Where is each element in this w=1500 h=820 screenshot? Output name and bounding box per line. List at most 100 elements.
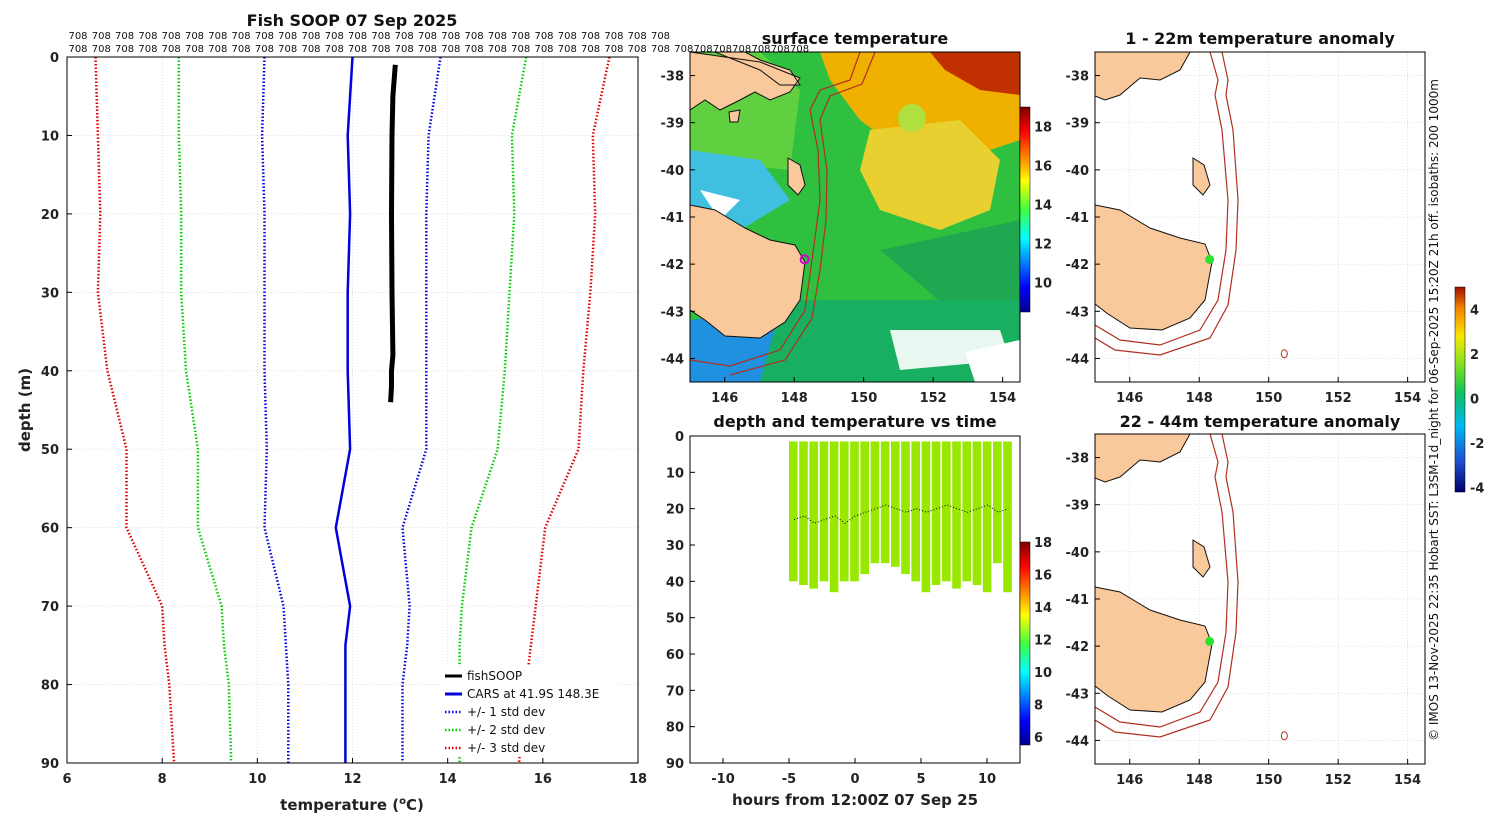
profile-header-label: 708 xyxy=(278,44,297,55)
anomaly-shallow-seamount-isobath xyxy=(1280,349,1288,359)
anomaly-shallow-land-tasmania xyxy=(1095,204,1213,331)
depth-time-cast xyxy=(942,441,951,582)
profile-header-label: 708 xyxy=(232,31,251,42)
profile-header-label: 708 xyxy=(581,31,600,42)
sst-y-tick-label: -42 xyxy=(661,258,685,273)
legend-label: fishSOOP xyxy=(467,669,522,683)
profile-header-label: 708 xyxy=(115,31,134,42)
depth-time-cast xyxy=(911,441,921,582)
sst-isobath-1000 xyxy=(729,52,876,376)
anomaly-shallow-y-tick-label: -40 xyxy=(1066,164,1090,179)
profile-x-tick-label: 18 xyxy=(629,772,647,787)
profile-header-label: 708 xyxy=(68,31,87,42)
depth-time-y-tick-label: 90 xyxy=(666,757,684,772)
profile-series-line-std xyxy=(260,56,290,763)
anomaly-shallow-map-body xyxy=(1095,52,1288,359)
profile-header-label: 708 xyxy=(325,31,344,42)
profile-y-tick-label: 20 xyxy=(41,208,59,223)
anomaly-map-deep: 22 - 44m temperature anomaly 146 148 150 15… xyxy=(1066,412,1426,788)
sst-x-tick-label: 150 xyxy=(850,391,877,406)
profile-series-line-std3 xyxy=(401,56,442,763)
anomaly-deep-y-tick-label: -43 xyxy=(1066,687,1090,702)
sst-station-marker xyxy=(799,254,810,265)
anomaly-deep-x-tick-label: 148 xyxy=(1186,773,1213,788)
sst-land-tasmania xyxy=(690,204,806,339)
depth-time-y-tick-label: 50 xyxy=(666,612,684,627)
depth-time-cast xyxy=(819,441,829,582)
profile-chart-title: Fish SOOP 07 Sep 2025 xyxy=(247,11,458,30)
profile-header-label: 708 xyxy=(628,44,647,55)
profile-series-line-fishsoop xyxy=(388,64,398,403)
profile-header-label: 708 xyxy=(604,44,623,55)
depth-time-colorbar-tick-label: 16 xyxy=(1034,568,1052,583)
profile-y-tick-label: 30 xyxy=(41,286,59,301)
profile-header-label: 708 xyxy=(628,31,647,42)
depth-time-y-tick-label: 80 xyxy=(666,721,684,736)
sst-colorbar-tick-label: 16 xyxy=(1034,160,1052,175)
anomaly-shallow-isobath-200 xyxy=(1095,52,1229,346)
profile-header-label: 708 xyxy=(751,44,770,55)
profile-header-label: 708 xyxy=(732,44,751,55)
anomaly-colorbar-tick-label: 4 xyxy=(1470,303,1479,318)
sst-land xyxy=(690,52,806,339)
profile-header-label: 708 xyxy=(371,31,390,42)
depth-time-colorbar-tick-label: 18 xyxy=(1034,536,1052,551)
profile-header-label: 708 xyxy=(674,44,693,55)
profile-header-label: 708 xyxy=(511,44,530,55)
depth-time-points xyxy=(789,441,1012,593)
profile-header-label: 708 xyxy=(395,44,414,55)
sst-land-flinders-island xyxy=(787,157,806,196)
depth-time-cast xyxy=(972,441,982,585)
anomaly-shallow-title: 1 - 22m temperature anomaly xyxy=(1125,29,1395,48)
profile-header-label: 708 xyxy=(418,44,437,55)
depth-time-cast xyxy=(982,441,992,593)
sst-colorbar-tick-label: 18 xyxy=(1034,121,1052,136)
profile-header-label: 708 xyxy=(395,31,414,42)
depth-time-chart: depth and temperature vs time -10 -5 0 5 10 0… xyxy=(666,412,1052,809)
profile-y-tick-label: 70 xyxy=(41,600,59,615)
profile-y-tick-label: 60 xyxy=(41,522,59,537)
depth-time-y-tick-label: 30 xyxy=(666,539,684,554)
depth-time-cast xyxy=(880,441,890,564)
sst-y-tick-label: -39 xyxy=(661,117,685,132)
sst-x-tick-label: 152 xyxy=(920,391,947,406)
profile-x-tick-label: 14 xyxy=(439,772,457,787)
anomaly-colorbar-tick-label: 0 xyxy=(1470,392,1479,407)
profile-header-label: 708 xyxy=(465,31,484,42)
anomaly-colorbar-tick-label: -2 xyxy=(1470,437,1484,452)
legend-box xyxy=(440,665,618,757)
depth-time-cast xyxy=(809,441,819,589)
anomaly-deep-land-flinders-island xyxy=(1192,539,1211,578)
sst-colorbar xyxy=(1019,106,1031,313)
depth-time-ticks: -10 -5 0 5 10 0 10 20 30 40 50 60 70 80 90 xyxy=(666,430,996,787)
depth-time-colorbar-tick-label: 12 xyxy=(1034,633,1052,648)
depth-time-y-tick-label: 70 xyxy=(666,684,684,699)
sst-map: surface temperature xyxy=(661,29,1053,406)
sst-x-tick-label: 154 xyxy=(989,391,1016,406)
depth-time-colorbar-tick-label: 8 xyxy=(1034,698,1043,713)
anomaly-shallow-y-tick-label: -38 xyxy=(1066,70,1090,85)
sst-eddy-region xyxy=(860,120,1000,230)
profile-header-label: 708 xyxy=(92,31,111,42)
profile-ticks: 6 8 10 12 14 16 18 0 10 20 30 40 50 60 70 80 90 xyxy=(41,51,647,787)
anomaly-shallow-land-mainland xyxy=(1095,52,1191,101)
profile-header-label: 708 xyxy=(790,44,809,55)
sst-eddy-core xyxy=(898,104,926,132)
profile-y-tick-label: 40 xyxy=(41,365,59,380)
sst-cloud-gap xyxy=(700,190,740,220)
depth-time-x-tick-label: -10 xyxy=(711,772,735,787)
sst-x-tick-label: 148 xyxy=(781,391,808,406)
profile-header-label: 708 xyxy=(208,44,227,55)
profile-header-label: 708 xyxy=(185,44,204,55)
profile-header-label: 708 xyxy=(418,31,437,42)
anomaly-deep-x-tick-label: 150 xyxy=(1255,773,1282,788)
depth-time-cast xyxy=(931,441,941,585)
depth-time-cast xyxy=(962,441,972,582)
depth-time-cast xyxy=(952,441,961,589)
profile-y-axis-label: depth (m) xyxy=(16,368,34,452)
depth-time-x-tick-label: 0 xyxy=(850,772,859,787)
depth-time-y-tick-label: 10 xyxy=(666,466,684,481)
profile-header-label: 708 xyxy=(325,44,344,55)
anomaly-deep-isobath-200 xyxy=(1095,434,1229,728)
sst-colorbar-tick-label: 10 xyxy=(1034,277,1052,292)
